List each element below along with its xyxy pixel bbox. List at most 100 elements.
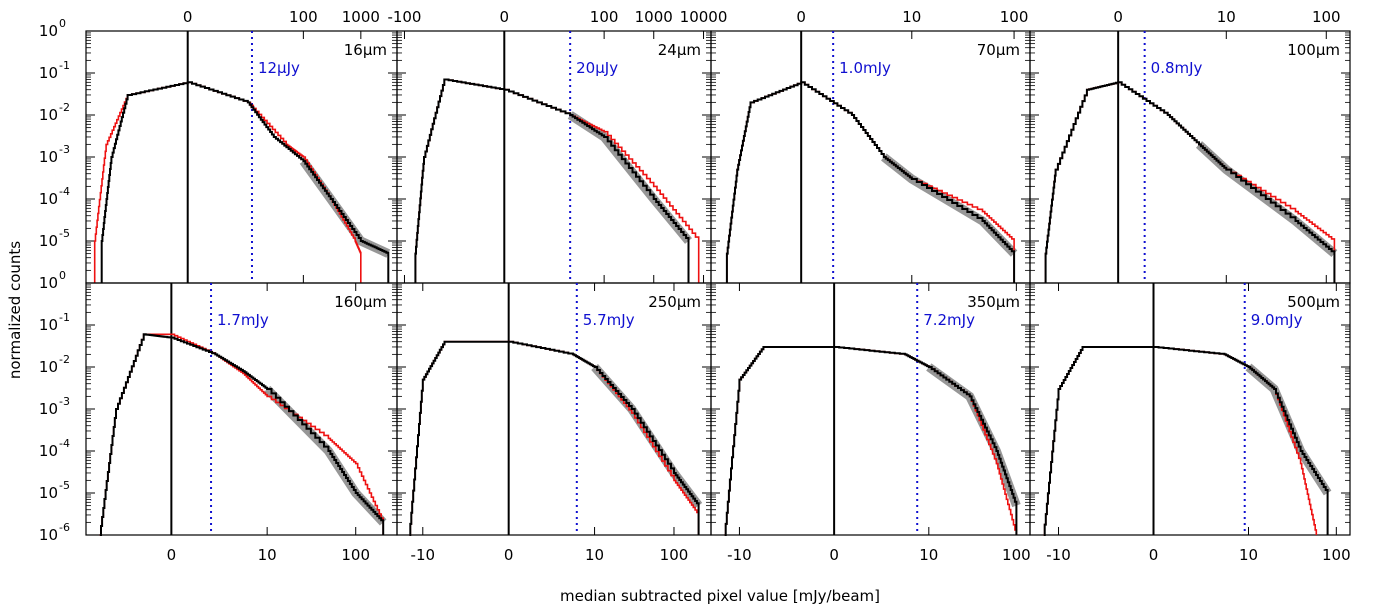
series-black: [409, 340, 700, 536]
x-tick-label: 100: [341, 546, 370, 564]
y-tick-exponent: -3: [59, 395, 70, 408]
band-label: 100μm: [1287, 41, 1340, 59]
y-tick-label: 10: [39, 232, 58, 250]
x-tick-label: -10: [1046, 546, 1071, 564]
x-tick-label: 0: [1149, 546, 1159, 564]
y-tick-label: 10: [39, 22, 58, 40]
band-label: 350μm: [967, 293, 1020, 311]
y-tick-label: 10: [39, 442, 58, 460]
x-tick-label: -100: [387, 8, 421, 26]
panel-frame: [85, 30, 398, 284]
sensitivity-label: 9.0mJy: [1251, 311, 1303, 329]
series-black: [725, 81, 1016, 283]
y-tick-exponent: -5: [59, 479, 70, 492]
x-tick-label: 100: [590, 8, 619, 26]
series-black: [100, 81, 390, 283]
band-label: 160μm: [334, 293, 387, 311]
x-tick-label: 100: [1312, 8, 1341, 26]
sensitivity-label: 0.8mJy: [1151, 59, 1203, 77]
sensitivity-label: 7.2mJy: [923, 311, 975, 329]
series-black: [99, 333, 385, 536]
panel-frame: [396, 30, 712, 284]
y-tick-exponent: 0: [59, 17, 66, 30]
series-red: [93, 81, 362, 283]
x-tick-label: 10: [1217, 8, 1236, 26]
band-label: 250μm: [648, 293, 701, 311]
band-label: 500μm: [1287, 293, 1340, 311]
y-tick-exponent: -3: [59, 143, 70, 156]
x-tick-label: 100: [289, 8, 318, 26]
x-tick-label: -10: [727, 546, 752, 564]
x-tick-label: 0: [829, 546, 839, 564]
x-tick-label: 0: [500, 8, 510, 26]
y-tick-label: 10: [39, 484, 58, 502]
sensitivity-label: 1.7mJy: [217, 311, 269, 329]
y-axis-label: normalized counts: [6, 241, 24, 379]
series-black: [1043, 346, 1329, 536]
y-tick-exponent: -1: [59, 59, 70, 72]
series-red: [724, 346, 1018, 536]
series-red: [1043, 346, 1318, 536]
y-tick-label: 10: [39, 400, 58, 418]
y-tick-exponent: -4: [59, 185, 70, 198]
y-tick-label: 10: [39, 274, 58, 292]
x-tick-label: 10: [919, 546, 938, 564]
noise-band: [567, 111, 692, 244]
y-tick-exponent: 0: [59, 269, 66, 282]
x-tick-label: 0: [167, 546, 177, 564]
y-tick-label: 10: [39, 64, 58, 82]
series-black: [414, 78, 690, 283]
x-tick-label: 0: [796, 8, 806, 26]
sensitivity-label: 5.7mJy: [583, 311, 635, 329]
panel-3: 100μm 0.8mJy 0 10 100: [1029, 8, 1351, 284]
x-tick-label: 10: [1239, 546, 1258, 564]
series-red: [99, 333, 384, 536]
y-tick-label: 10: [39, 106, 58, 124]
y-tick-exponent: -6: [59, 521, 70, 534]
x-tick-label: 0: [1113, 8, 1123, 26]
band-label: 24μm: [658, 41, 701, 59]
panel-5: 250μm 5.7mJy -10 0 10 100: [396, 282, 712, 564]
series-black: [724, 346, 1018, 536]
y-tick-label: 10: [39, 358, 58, 376]
y-tick-label: 10: [39, 190, 58, 208]
x-tick-label: 100: [1002, 546, 1031, 564]
y-tick-label: 10: [39, 316, 58, 334]
x-tick-label: 10: [258, 546, 277, 564]
y-tick-exponent: -1: [59, 311, 70, 324]
y-tick-exponent: -2: [59, 353, 70, 366]
band-label: 70μm: [977, 41, 1020, 59]
y-tick-label: 10: [39, 148, 58, 166]
x-tick-label: 10: [585, 546, 604, 564]
y-tick-exponent: -5: [59, 227, 70, 240]
x-tick-label: 100: [660, 546, 689, 564]
y-tick-exponent: -4: [59, 437, 70, 450]
axis-text-group: median subtracted pixel value [mJy/beam]…: [6, 241, 880, 605]
panel-2: 70μm 1.0mJy 0 10 100: [710, 8, 1031, 284]
y-tick-label: 10: [39, 526, 58, 544]
panel-frame: [396, 282, 712, 536]
x-tick-label: -10: [411, 546, 436, 564]
x-tick-label: 0: [504, 546, 514, 564]
series-black: [1044, 81, 1336, 283]
x-tick-label: 100: [1000, 8, 1029, 26]
x-axis-label: median subtracted pixel value [mJy/beam]: [560, 587, 880, 605]
panel-frame: [710, 282, 1031, 536]
x-tick-label: 1000: [635, 8, 673, 26]
sensitivity-label: 1.0mJy: [839, 59, 891, 77]
band-label: 16μm: [344, 41, 387, 59]
x-tick-label: 0: [183, 8, 193, 26]
sensitivity-label: 12μJy: [258, 59, 300, 77]
y-tick-exponent: -2: [59, 101, 70, 114]
x-tick-label: 100: [1322, 546, 1351, 564]
sensitivity-label: 20μJy: [576, 59, 618, 77]
series-red: [726, 81, 1015, 283]
panel-1: 24μm 20μJy -100 0 100 1000 10000: [387, 8, 727, 284]
series-red: [1044, 81, 1336, 283]
